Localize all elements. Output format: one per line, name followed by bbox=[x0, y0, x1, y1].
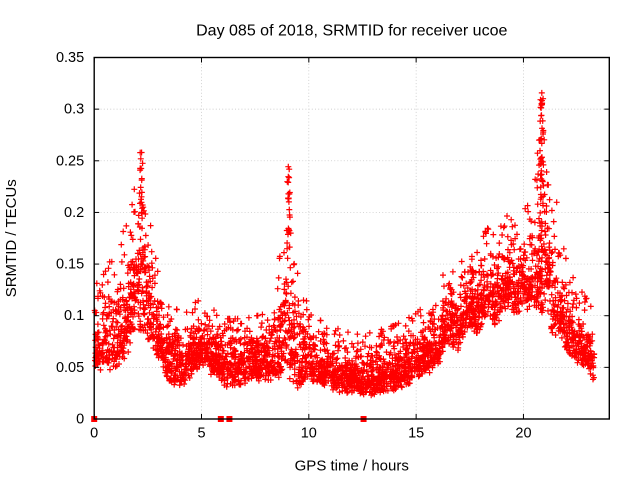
svg-text:GPS time / hours: GPS time / hours bbox=[295, 458, 409, 475]
svg-text:0.25: 0.25 bbox=[56, 153, 84, 169]
svg-text:SRMTID / TECUs: SRMTID / TECUs bbox=[3, 179, 20, 297]
svg-text:0.3: 0.3 bbox=[64, 102, 84, 118]
svg-text:0: 0 bbox=[76, 412, 84, 428]
svg-text:20: 20 bbox=[515, 426, 531, 442]
svg-text:10: 10 bbox=[301, 426, 317, 442]
svg-text:Day 085 of 2018, SRMTID for re: Day 085 of 2018, SRMTID for receiver uco… bbox=[196, 23, 507, 40]
svg-text:0.35: 0.35 bbox=[56, 50, 84, 66]
svg-text:0: 0 bbox=[90, 426, 98, 442]
svg-text:15: 15 bbox=[408, 426, 424, 442]
svg-text:5: 5 bbox=[197, 426, 205, 442]
svg-text:0.2: 0.2 bbox=[64, 205, 84, 221]
svg-text:0.05: 0.05 bbox=[56, 360, 84, 376]
svg-text:0.15: 0.15 bbox=[56, 257, 84, 273]
svg-text:0.1: 0.1 bbox=[64, 308, 84, 324]
